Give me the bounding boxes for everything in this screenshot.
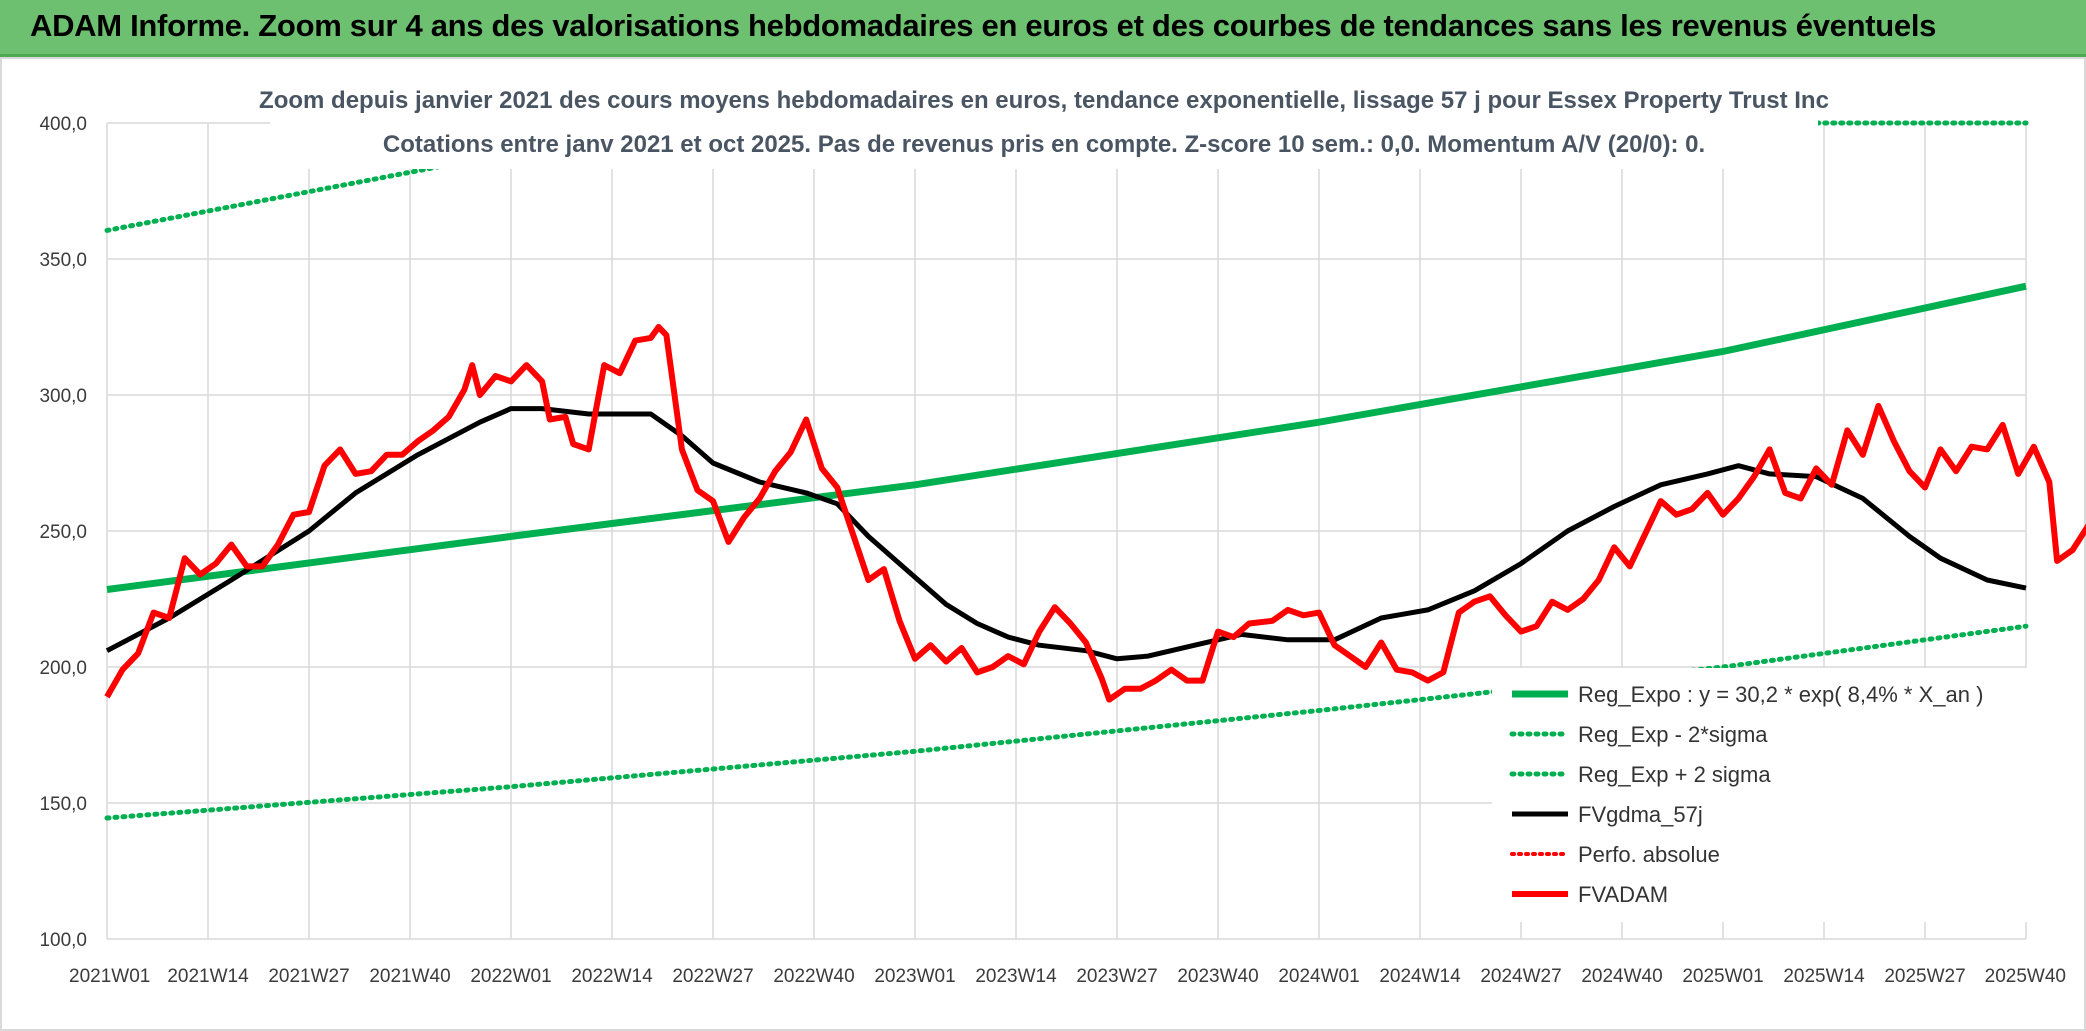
legend-label: Reg_Expo : y = 30,2 * exp( 8,4% * X_an ) xyxy=(1578,682,1983,707)
legend-label: FVADAM xyxy=(1578,882,1668,907)
legend-box xyxy=(1492,668,2048,922)
y-tick-label: 350,0 xyxy=(39,250,87,271)
x-tick-label: 2022W40 xyxy=(773,966,854,987)
x-tick-label: 2021W27 xyxy=(268,966,349,987)
x-tick-label: 2025W27 xyxy=(1884,966,1965,987)
x-tick-label: 2024W01 xyxy=(1278,966,1359,987)
subtitle-box xyxy=(270,77,1818,169)
series-line xyxy=(104,623,2029,821)
chart-frame xyxy=(0,57,2086,1031)
x-axis-ticks: 2021W01 2021W14 2021W27 2021W40 2022W01 2022W… xyxy=(69,966,2066,987)
y-tick-label: 400,0 xyxy=(39,114,87,135)
x-tick-label: 2024W14 xyxy=(1379,966,1461,987)
x-tick-label: 2025W01 xyxy=(1682,966,1763,987)
x-tick-label: 2024W40 xyxy=(1581,966,1662,987)
x-tick-label: 2025W14 xyxy=(1783,966,1865,987)
x-tick-label: 2021W40 xyxy=(369,966,450,987)
x-tick-label: 2024W27 xyxy=(1480,966,1561,987)
y-tick-label: 200,0 xyxy=(39,658,87,679)
y-axis-ticks: 100,0 150,0 200,0 250,0 300,0 350,0 400,0 xyxy=(39,114,87,951)
x-tick-label: 2021W14 xyxy=(167,966,249,987)
y-tick-label: 150,0 xyxy=(39,794,87,815)
x-tick-label: 2023W01 xyxy=(874,966,955,987)
x-tick-label: 2022W01 xyxy=(470,966,551,987)
legend-label: Reg_Exp - 2*sigma xyxy=(1578,722,1768,747)
x-tick-label: 2025W40 xyxy=(1985,966,2066,987)
chart-title: Zoom depuis janvier 2021 des cours moyen… xyxy=(259,87,1829,114)
x-tick-label: 2023W27 xyxy=(1076,966,1157,987)
header-bar: ADAM Informe. Zoom sur 4 ans des valoris… xyxy=(0,0,2086,57)
x-tick-label: 2023W40 xyxy=(1177,966,1258,987)
series-layer xyxy=(104,120,2086,821)
x-tick-label: 2022W27 xyxy=(672,966,753,987)
x-tick-label: 2022W14 xyxy=(571,966,653,987)
chart-legend: Reg_Expo : y = 30,2 * exp( 8,4% * X_an )… xyxy=(1492,668,2048,922)
legend-label: Reg_Exp + 2 sigma xyxy=(1578,762,1771,787)
series-line xyxy=(105,406,2027,662)
legend-label: Perfo. absolue xyxy=(1578,842,1720,867)
x-tick-label: 2023W14 xyxy=(975,966,1057,987)
series-line xyxy=(104,324,2086,703)
y-tick-label: 100,0 xyxy=(39,930,87,951)
y-tick-label: 300,0 xyxy=(39,386,87,407)
y-tick-label: 250,0 xyxy=(39,522,87,543)
legend-label: FVgdma_57j xyxy=(1578,802,1703,827)
report-title: ADAM Informe. Zoom sur 4 ans des valoris… xyxy=(30,8,1937,43)
x-tick-label: 2021W01 xyxy=(69,966,150,987)
series-line xyxy=(106,282,2027,593)
chart-subtitle: Cotations entre janv 2021 et oct 2025. P… xyxy=(383,131,1705,158)
